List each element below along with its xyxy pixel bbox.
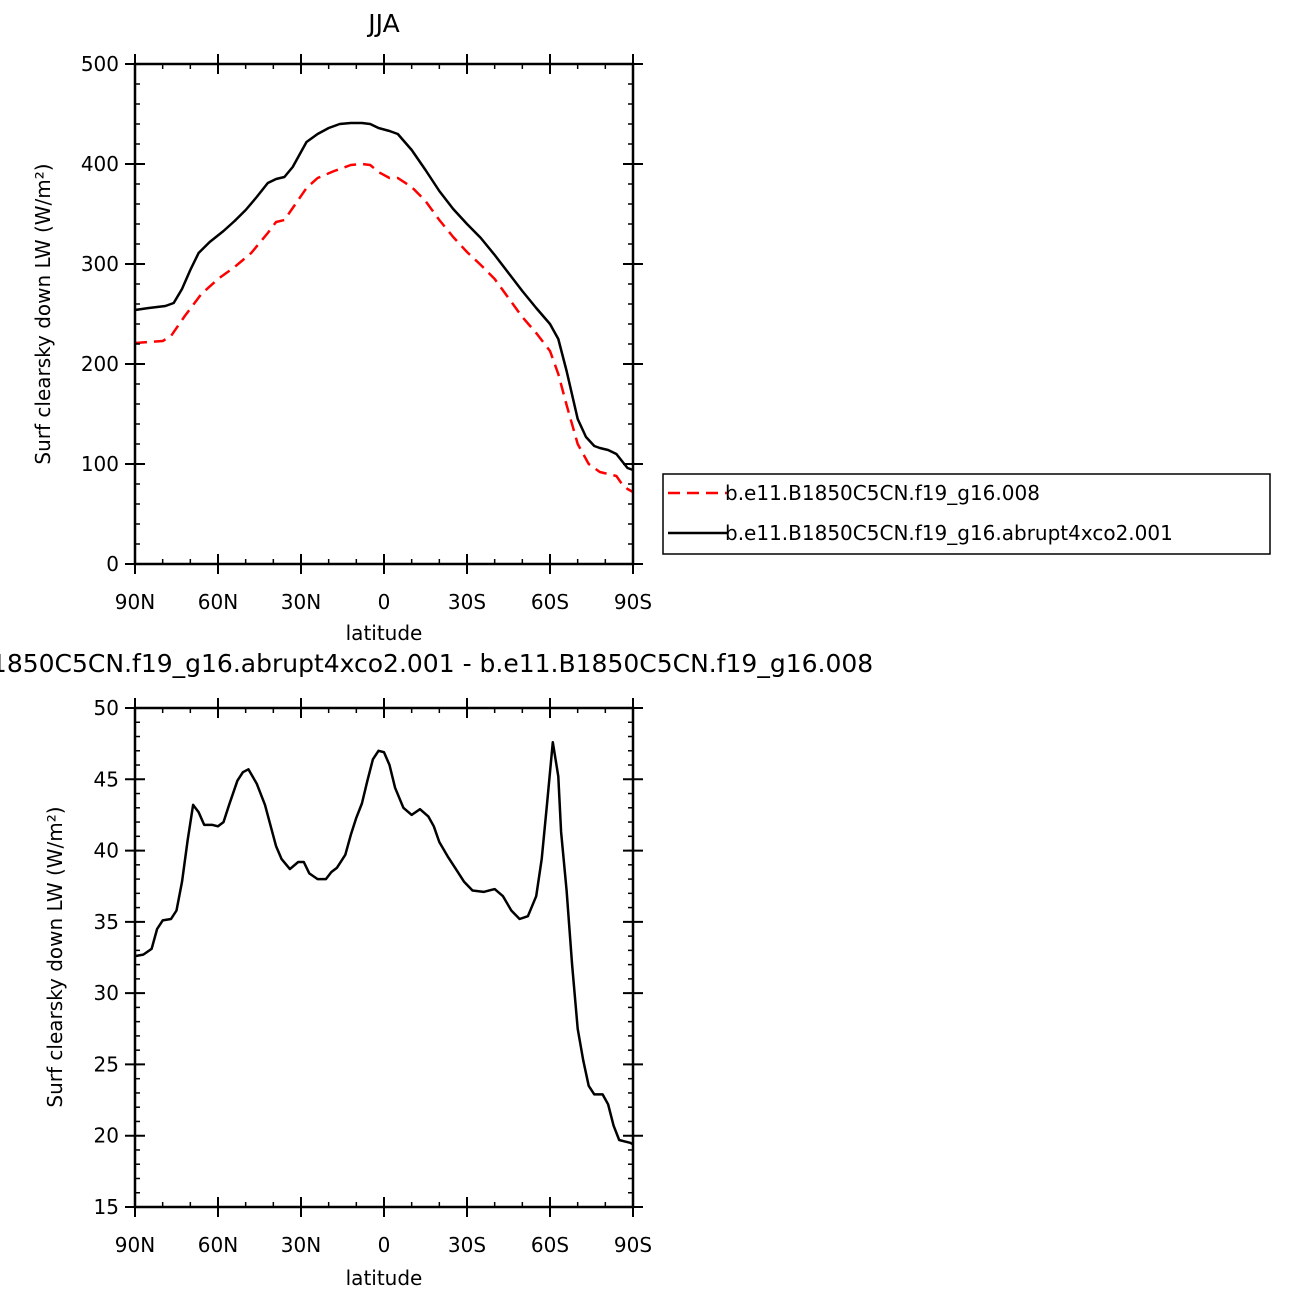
x-tick-label: 90N xyxy=(115,590,155,614)
y-tick-label: 35 xyxy=(94,910,119,934)
x-tick-label: 90S xyxy=(614,1233,652,1257)
y-tick-label: 500 xyxy=(81,52,119,76)
x-tick-label: 60S xyxy=(531,590,569,614)
x-tick-label: 60N xyxy=(198,1233,238,1257)
x-tick-label: 30S xyxy=(448,590,486,614)
x-tick-label: 30N xyxy=(281,590,321,614)
bottom-chart-series xyxy=(134,740,634,1146)
y-tick-label: 200 xyxy=(81,352,119,376)
legend-box xyxy=(662,473,1271,555)
y-tick-label: 30 xyxy=(94,981,119,1005)
x-tick-label: 30N xyxy=(281,1233,321,1257)
y-tick-label: 15 xyxy=(94,1195,119,1219)
y-tick-label: 20 xyxy=(94,1124,119,1148)
top-chart-ticks: 0 100 200 300 400 500 90N 60N 30N 0 30S 60S 90S xyxy=(81,52,652,614)
top-chart-title: JJA xyxy=(366,9,399,38)
x-tick-label: 60N xyxy=(198,590,238,614)
x-tick-label: 90N xyxy=(115,1233,155,1257)
bottom-y-axis-label: Surf clearsky down LW (W/m²) xyxy=(43,806,67,1107)
top-chart-series xyxy=(134,121,634,494)
x-tick-label: 0 xyxy=(378,1233,391,1257)
y-tick-label: 400 xyxy=(81,152,119,176)
top-x-axis-label: latitude xyxy=(346,621,423,645)
y-tick-label: 45 xyxy=(94,767,119,791)
y-tick-label: 50 xyxy=(94,696,119,720)
x-tick-label: 0 xyxy=(378,590,391,614)
bottom-chart-title: b.e11.B1850C5CN.f19_g16.abrupt4xco2.001 … xyxy=(0,649,873,678)
bottom-panel: b.e11.B1850C5CN.f19_g16.abrupt4xco2.001 … xyxy=(0,649,873,1290)
y-tick-label: 0 xyxy=(106,552,119,576)
series-line-difference xyxy=(134,740,634,1146)
y-tick-label: 25 xyxy=(94,1052,119,1076)
x-tick-label: 60S xyxy=(531,1233,569,1257)
y-tick-label: 300 xyxy=(81,252,119,276)
y-tick-label: 100 xyxy=(81,452,119,476)
x-tick-label: 30S xyxy=(448,1233,486,1257)
legend-label-control: b.e11.B1850C5CN.f19_g16.008 xyxy=(725,481,1040,505)
bottom-x-axis-label: latitude xyxy=(346,1266,423,1290)
top-plot-frame xyxy=(133,62,635,566)
y-tick-label: 40 xyxy=(94,839,119,863)
series-line-0 xyxy=(134,162,634,494)
x-tick-label: 90S xyxy=(614,590,652,614)
legend-label-abrupt4xco2: b.e11.B1850C5CN.f19_g16.abrupt4xco2.001 xyxy=(725,521,1173,545)
series-line-1 xyxy=(134,121,634,472)
bottom-chart-ticks: 15 20 25 30 35 40 45 50 90N 60N 30N 0 30S 60S 90S xyxy=(94,696,653,1257)
legend: b.e11.B1850C5CN.f19_g16.008 b.e11.B1850C… xyxy=(662,473,1271,555)
top-y-axis-label: Surf clearsky down LW (W/m²) xyxy=(31,163,55,464)
